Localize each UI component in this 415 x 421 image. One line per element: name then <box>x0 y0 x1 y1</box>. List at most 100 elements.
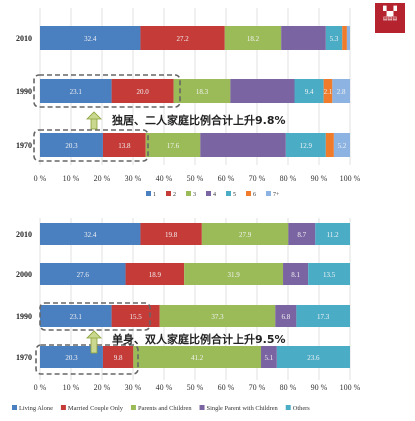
data-label: 9.4 <box>305 88 314 96</box>
bar-segment <box>40 223 141 245</box>
data-label: 37.3 <box>211 313 224 321</box>
x-tick-label: 40 % <box>156 174 173 183</box>
bar-segment <box>133 346 262 368</box>
x-tick-label: 100 % <box>340 383 361 392</box>
data-label: 41.2 <box>191 354 204 362</box>
x-tick-label: 80 % <box>280 383 297 392</box>
y-category-label: 1970 <box>16 141 32 150</box>
data-label: 27.2 <box>176 35 189 43</box>
y-category-label: 1970 <box>16 353 32 362</box>
data-label: 5.2 <box>338 142 347 150</box>
data-label: 13.8 <box>118 142 131 150</box>
bar-segment <box>325 26 343 50</box>
y-category-label: 2010 <box>16 34 32 43</box>
bar-segment <box>173 79 231 103</box>
data-label: 5.1 <box>265 354 274 362</box>
y-category-label: 2000 <box>16 270 32 279</box>
x-tick-label: 90 % <box>311 383 328 392</box>
data-label: 17.3 <box>317 313 330 321</box>
legend-swatch <box>199 405 205 410</box>
data-label: 23.1 <box>70 313 83 321</box>
legend-swatch <box>206 191 211 196</box>
bar-segment <box>285 133 326 157</box>
bar-segment <box>294 79 324 103</box>
bar-segment <box>200 133 286 157</box>
legend-swatch <box>246 191 251 196</box>
bar-segment <box>275 305 297 327</box>
legend-label: Married Couple Only <box>68 405 124 412</box>
data-label: 27.6 <box>77 271 90 279</box>
legend-label: 3 <box>193 192 196 198</box>
x-tick-label: 40 % <box>156 383 173 392</box>
data-label: 6.8 <box>281 313 290 321</box>
bar-segment <box>315 223 350 245</box>
bar-segment <box>261 346 277 368</box>
bar-segment <box>40 133 103 157</box>
legend-swatch <box>266 191 271 196</box>
x-tick-label: 50 % <box>187 174 204 183</box>
annotation: 单身、双人家庭比例合计上升9.5% <box>112 332 286 346</box>
legend-swatch <box>12 405 17 410</box>
legend-swatch <box>146 191 151 196</box>
bar-segment <box>40 263 126 285</box>
data-label: 13.5 <box>323 271 336 279</box>
legend-label: 6 <box>253 192 256 198</box>
data-label: 2.1 <box>324 88 333 96</box>
data-label: 20.0 <box>136 88 149 96</box>
bar-segment <box>40 346 103 368</box>
bar-segment <box>40 79 112 103</box>
x-tick-label: 20 % <box>94 174 111 183</box>
legend-swatch <box>60 405 66 410</box>
y-category-label: 2010 <box>16 230 32 239</box>
x-tick-label: 10 % <box>63 174 80 183</box>
legend-label: 1 <box>153 192 156 198</box>
highlight-box <box>33 129 149 162</box>
bar-segment <box>281 26 326 50</box>
bar-segment <box>325 133 334 157</box>
logo: ▚▞ ▤▤▤ <box>375 3 405 33</box>
data-label: 2.8 <box>337 88 346 96</box>
annotation: 独居、二人家庭比例合计上升9.8% <box>111 113 286 127</box>
bar-segment <box>111 79 174 103</box>
highlight-box <box>33 74 181 108</box>
x-tick-label: 50 % <box>187 383 204 392</box>
bar-segment <box>40 305 112 327</box>
legend-swatch <box>226 191 231 196</box>
x-tick-label: 30 % <box>125 174 142 183</box>
bar-segment <box>276 346 350 368</box>
legend-label: 5 <box>233 192 236 198</box>
arrow-up-icon <box>90 336 98 354</box>
bar-segment <box>125 263 185 285</box>
data-label: 32.4 <box>84 231 97 239</box>
data-label: 11.2 <box>327 231 339 239</box>
data-label: 19.8 <box>165 231 178 239</box>
bar-segment <box>283 263 309 285</box>
legend-label: 2 <box>173 192 176 198</box>
bar-segment <box>323 79 333 103</box>
arrow-up-icon <box>86 111 102 120</box>
bar-segment <box>201 223 289 245</box>
x-tick-label: 80 % <box>280 174 297 183</box>
y-category-label: 1990 <box>16 312 32 321</box>
data-label: 15.5 <box>130 313 143 321</box>
x-tick-label: 70 % <box>249 383 266 392</box>
arrow-up-icon <box>86 330 102 339</box>
bar-segment <box>333 133 350 157</box>
data-label: 8.1 <box>291 271 300 279</box>
x-tick-label: 0 % <box>34 383 47 392</box>
bar-segment <box>140 223 202 245</box>
bar-segment <box>332 79 350 103</box>
data-label: 18.2 <box>247 35 260 43</box>
data-label: 31.9 <box>227 271 240 279</box>
bar-segment <box>224 26 282 50</box>
highlight-box <box>35 344 139 375</box>
data-label: 23.1 <box>70 88 83 96</box>
legend-swatch <box>166 191 171 196</box>
legend-swatch <box>285 405 291 410</box>
x-tick-label: 0 % <box>34 174 47 183</box>
data-label: 23.6 <box>307 354 320 362</box>
legend-swatch <box>186 191 191 196</box>
data-label: 20.3 <box>65 142 78 150</box>
x-tick-label: 20 % <box>94 383 111 392</box>
